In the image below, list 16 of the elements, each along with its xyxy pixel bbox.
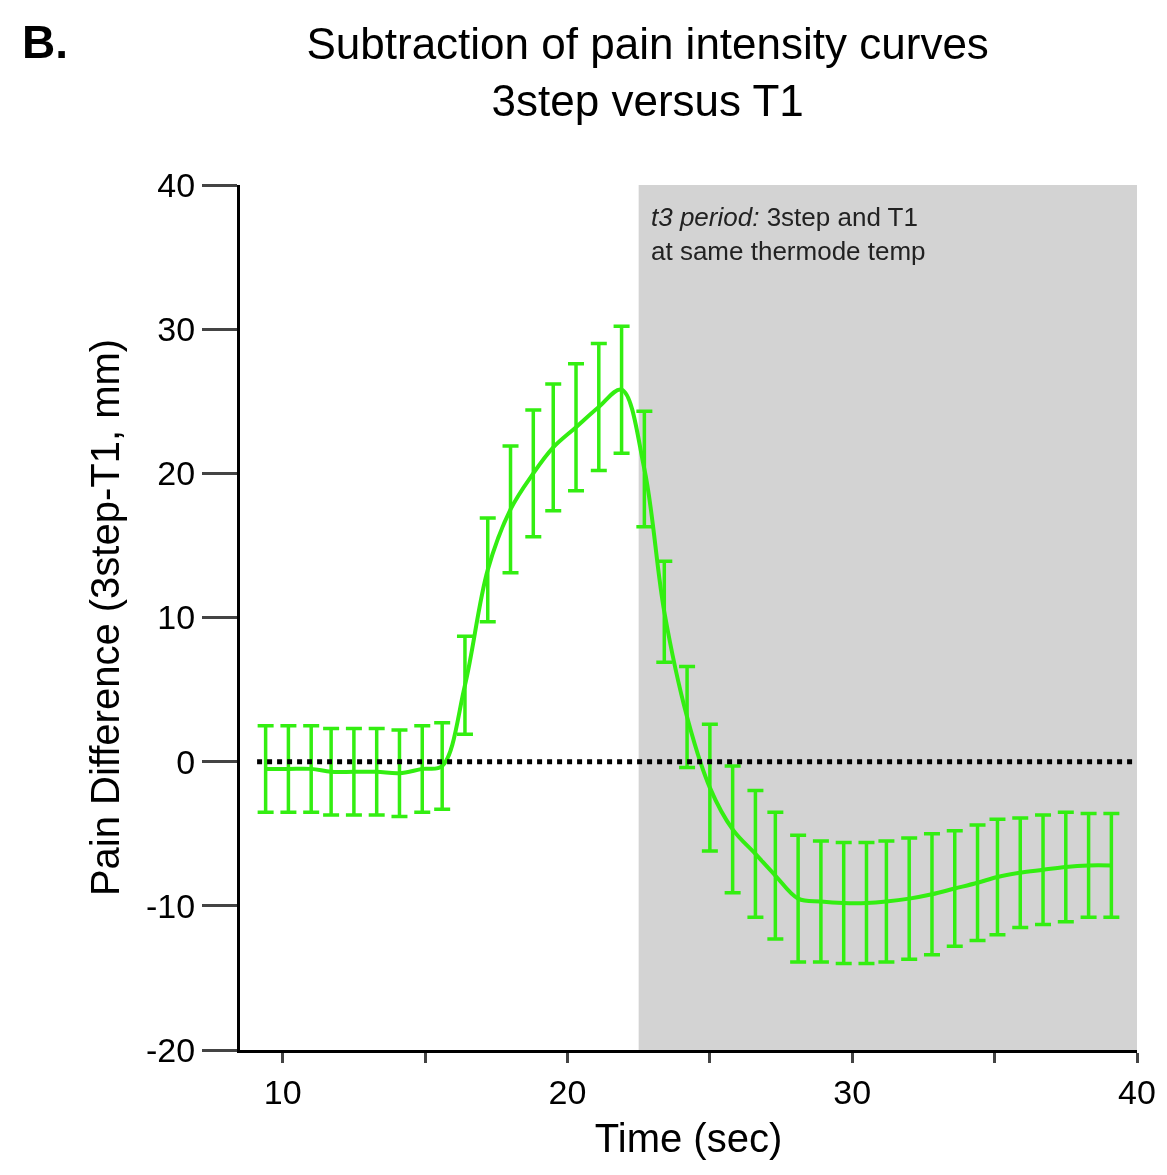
y-tick-label: 10 [157,598,196,637]
text: B. [22,16,68,68]
y-tick-label: 20 [157,454,196,493]
x-tick-label: 30 [833,1072,872,1111]
y-axis-title: Pain Difference (3step-T1, mm) [82,338,127,897]
y-tick-label: 40 [157,165,196,204]
x-tick-label: 20 [548,1072,587,1111]
x-tick-label: 10 [263,1072,302,1111]
y-tick-label: -10 [146,886,196,925]
band-label: t3 period: 3step and T1 at same thermode temp [651,202,926,266]
y-tick-label: 0 [176,742,196,781]
x-axis-title: Time (sec) [594,1116,783,1161]
y-tick-label: -20 [146,1030,196,1069]
chart-title: Subtraction of pain intensity curves 3step versus T1 [306,18,989,125]
x-tick-label: 40 [1118,1072,1156,1111]
y-tick-label: 30 [157,310,196,349]
